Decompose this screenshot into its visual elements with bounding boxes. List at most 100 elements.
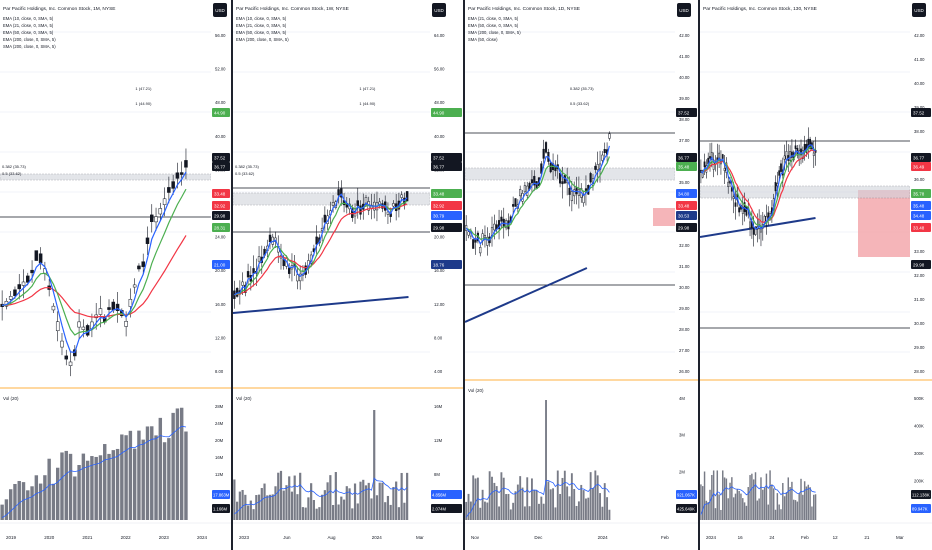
volume-bar — [714, 508, 717, 520]
candle — [573, 189, 576, 197]
volume-bar — [68, 453, 73, 520]
volume-bar — [778, 504, 780, 520]
candle — [13, 289, 17, 296]
time-axis-label: Nov — [471, 535, 480, 540]
price-badge — [911, 223, 931, 232]
volume-bar — [301, 507, 305, 520]
price-axis[interactable] — [910, 0, 932, 550]
volume-bar — [556, 470, 559, 520]
volume-bar — [514, 491, 517, 520]
time-axis-label: Feb — [661, 535, 669, 540]
volume-bar — [594, 470, 597, 520]
volume-bar — [310, 483, 313, 520]
time-axis-label: Dec — [534, 535, 543, 540]
volume-badge — [212, 504, 230, 513]
volume-bar — [318, 507, 321, 520]
price-badge-value: 21.00 — [214, 263, 226, 268]
volume-ma-line — [700, 484, 816, 515]
price-badge-value: 36.77 — [433, 165, 445, 170]
chart-title: Par Pacific Holdings, Inc. Common Stock,… — [468, 6, 580, 12]
chart-canvas[interactable]: Par Pacific Holdings, Inc. Common Stock,… — [465, 0, 698, 550]
currency-badge[interactable] — [912, 3, 926, 17]
price-axis[interactable] — [675, 0, 698, 550]
volume-bar — [526, 477, 529, 520]
price-axis[interactable] — [211, 0, 231, 550]
volume-bar — [244, 494, 247, 520]
volume-bar — [175, 408, 180, 520]
pane-divider[interactable] — [231, 0, 233, 550]
volume-bar — [732, 497, 735, 520]
volume-badge — [431, 490, 462, 499]
volume-bar — [791, 481, 793, 520]
candle — [519, 189, 522, 197]
price-axis-label: 42.00 — [679, 33, 690, 38]
chart-pane-daily[interactable]: Par Pacific Holdings, Inc. Common Stock,… — [465, 0, 698, 550]
candle — [34, 250, 39, 261]
candle — [783, 155, 786, 160]
volume-bar — [523, 506, 526, 520]
volume-bar — [21, 482, 26, 520]
fib-annotation: 0.382 (35.73) — [235, 164, 259, 169]
candle — [162, 198, 167, 206]
chart-pane-monthly[interactable]: Par Pacific Holdings, Inc. Common Stock,… — [0, 0, 231, 550]
candle — [568, 187, 571, 195]
candle — [359, 205, 362, 215]
volume-bar — [802, 494, 804, 520]
price-axis-label: 39.00 — [914, 105, 925, 110]
volume-bar — [315, 508, 318, 520]
volume-bar — [17, 481, 21, 520]
price-axis-label: 16.00 — [434, 268, 445, 273]
volume-badge-value: 112.138K — [912, 493, 930, 498]
volume-bar — [566, 486, 569, 520]
pane-divider[interactable] — [463, 0, 465, 550]
candle — [246, 271, 250, 278]
candle — [137, 265, 141, 270]
time-axis-label: 16 — [738, 535, 744, 540]
volume-bar — [73, 476, 77, 520]
volume-bar — [43, 475, 47, 520]
candle — [298, 273, 302, 282]
candle — [356, 200, 359, 207]
price-badge-value: 29.98 — [678, 226, 690, 231]
chart-pane-intraday[interactable]: Par Pacific Holdings, Inc. Common Stock,… — [700, 0, 932, 550]
candle — [154, 216, 158, 223]
volume-bar — [132, 448, 137, 520]
volume-bar — [538, 503, 540, 520]
volume-bar — [337, 504, 340, 520]
sma-200-line — [465, 267, 588, 323]
currency-badge[interactable] — [432, 3, 446, 17]
currency-badge[interactable] — [213, 3, 227, 17]
volume-bar — [47, 458, 51, 520]
price-axis-label: 40.00 — [215, 134, 226, 139]
chart-canvas[interactable]: Par Pacific Holdings, Inc. Common Stock,… — [700, 0, 932, 550]
price-badge-value: 34.80 — [678, 192, 690, 197]
candle — [51, 305, 56, 311]
volume-bar — [596, 475, 599, 520]
volume-bar — [171, 412, 175, 520]
pane-divider[interactable] — [698, 0, 700, 550]
price-badge-value: 32.92 — [433, 204, 445, 209]
volume-bar — [386, 495, 390, 520]
currency-label: USD — [914, 8, 924, 13]
price-axis[interactable] — [430, 0, 463, 550]
chart-canvas[interactable]: Par Pacific Holdings, Inc. Common Stock,… — [0, 0, 231, 550]
price-axis-label: 38.00 — [914, 129, 925, 134]
volume-bar — [378, 482, 381, 520]
ema-line — [465, 145, 610, 246]
volume-bar — [375, 495, 379, 520]
candle — [723, 168, 726, 171]
candle — [81, 326, 86, 330]
price-axis-label: 8.00 — [434, 335, 443, 340]
volume-bar — [783, 496, 786, 520]
fib-annotation: 1 (47.21) — [135, 86, 152, 91]
volume-bar — [77, 465, 81, 520]
volume-axis-label: 12M — [215, 472, 224, 477]
chart-canvas[interactable]: Par Pacific Holdings, Inc. Common Stock,… — [233, 0, 463, 550]
price-badge — [676, 108, 697, 117]
price-axis-label: 40.00 — [434, 134, 445, 139]
price-axis-label: 31.00 — [679, 264, 690, 269]
volume-bar — [771, 484, 773, 520]
candle — [596, 164, 599, 170]
currency-badge[interactable] — [677, 3, 691, 17]
chart-pane-weekly[interactable]: Par Pacific Holdings, Inc. Common Stock,… — [233, 0, 463, 550]
